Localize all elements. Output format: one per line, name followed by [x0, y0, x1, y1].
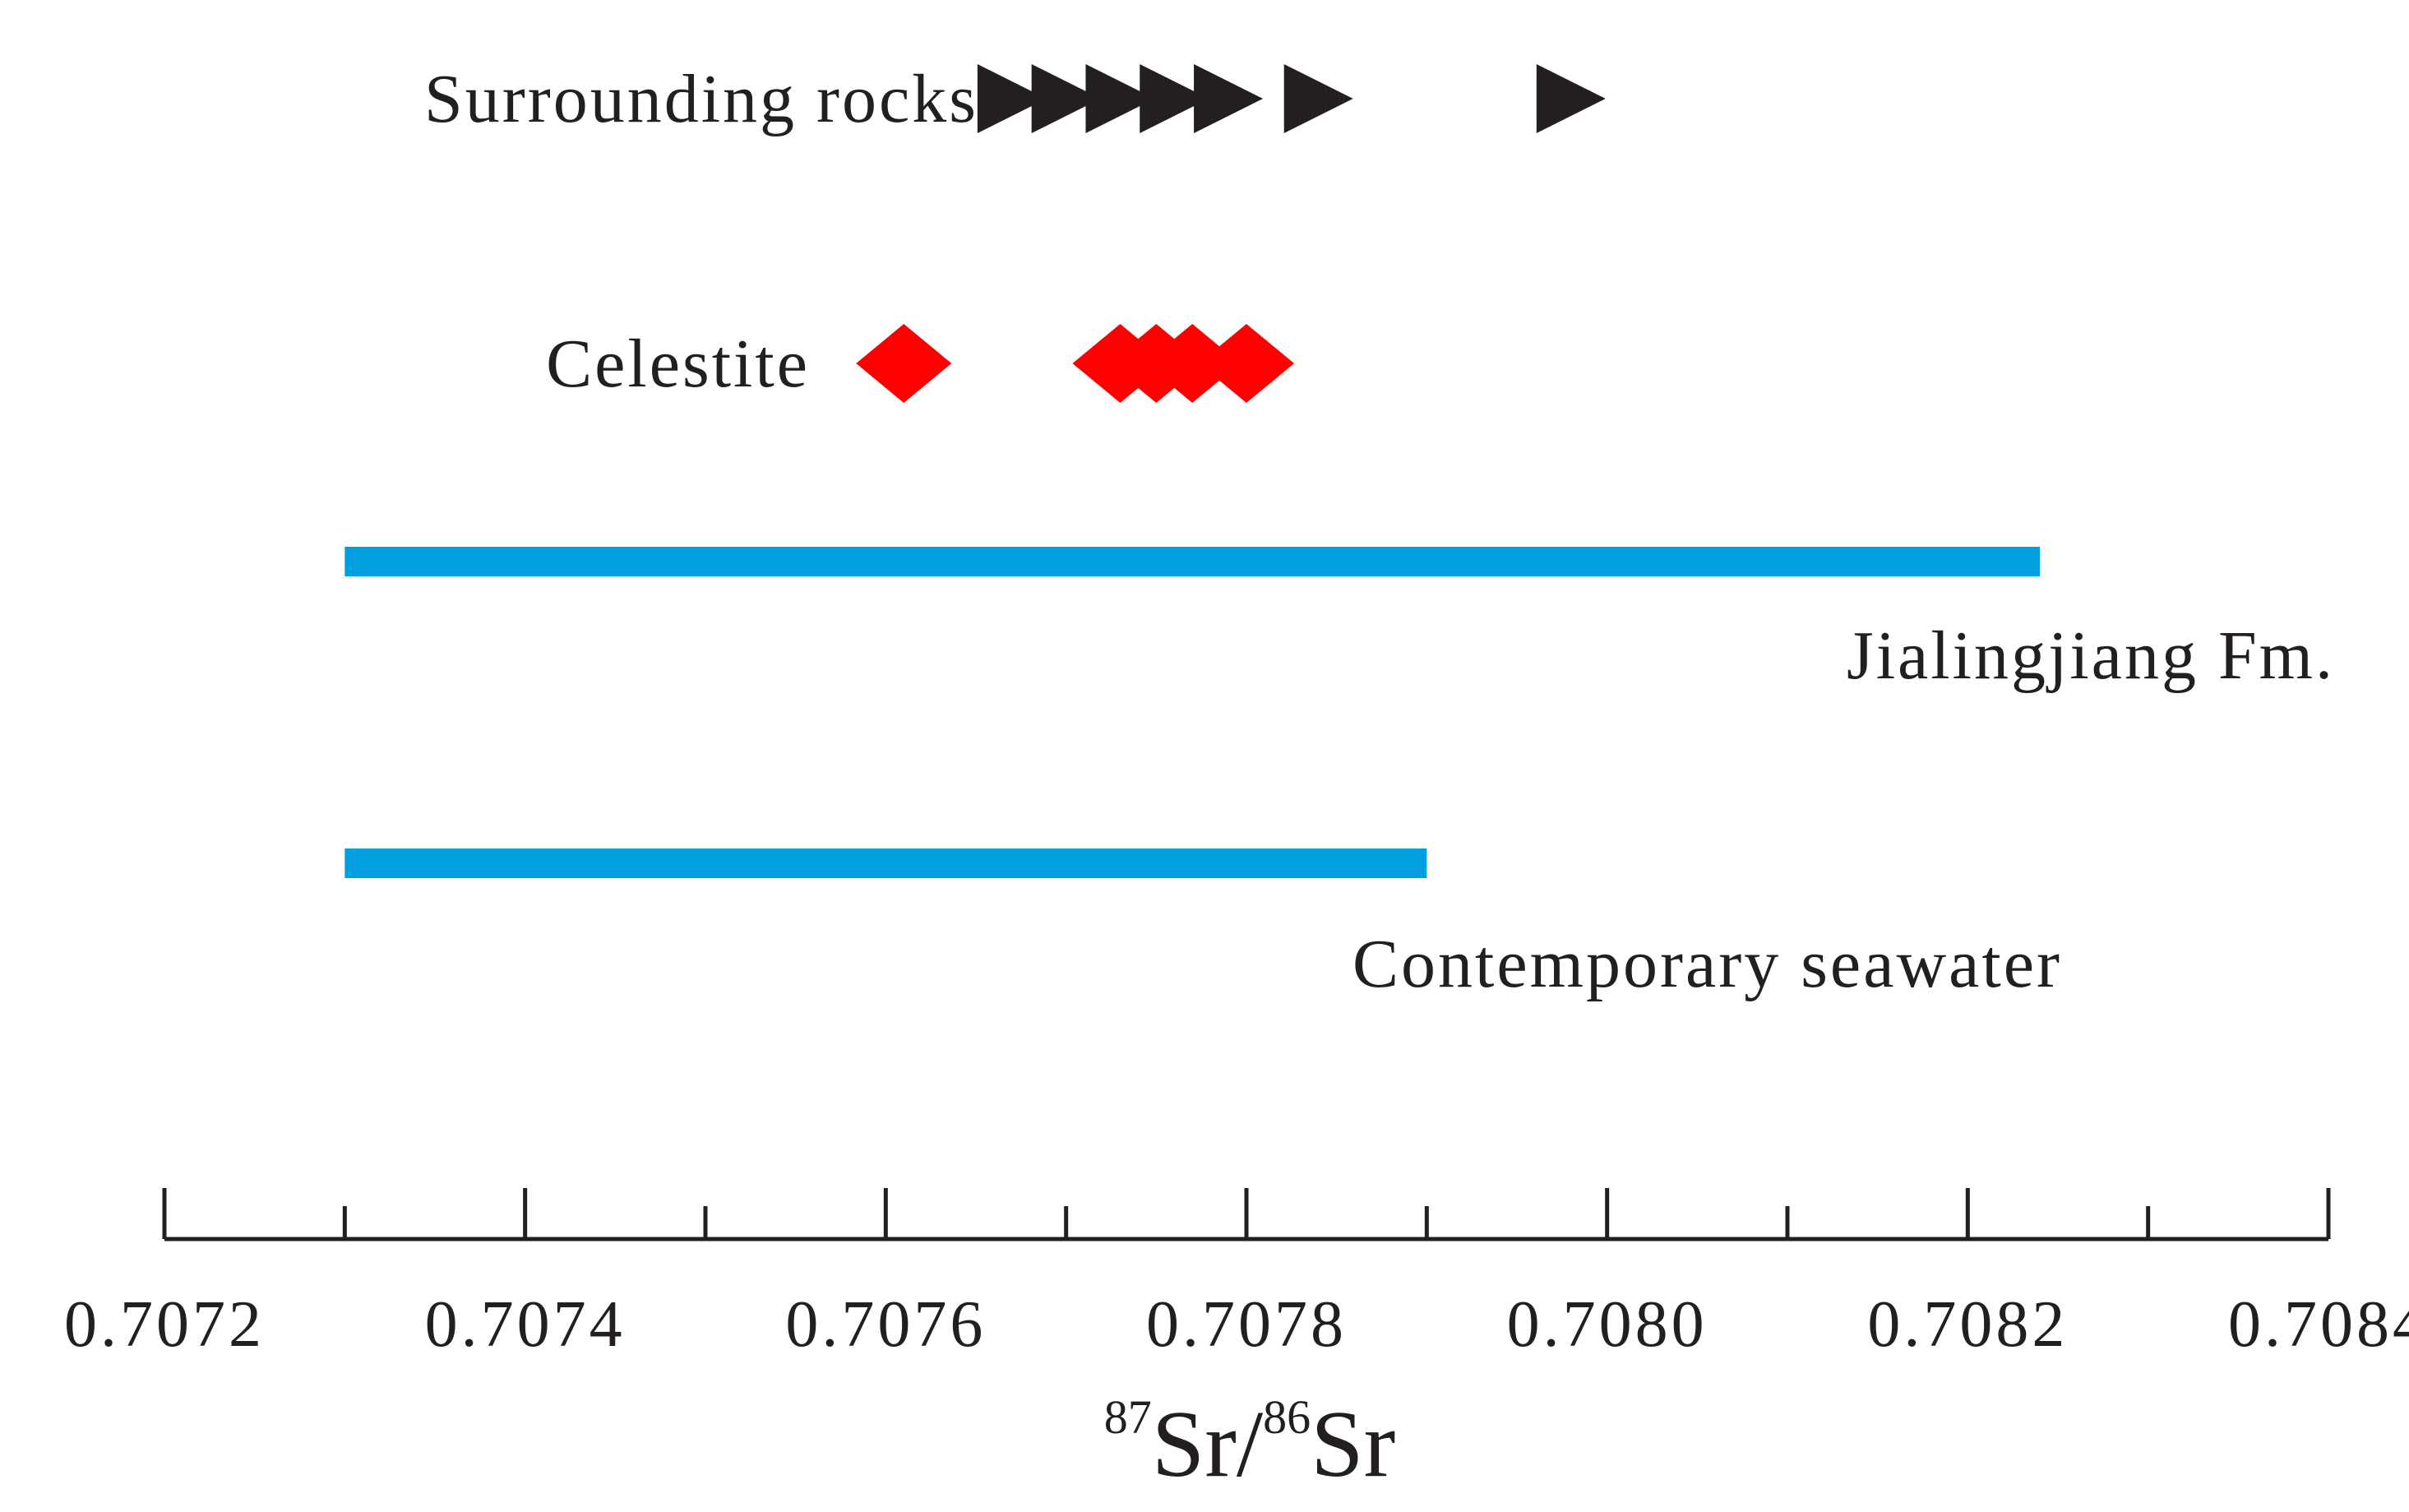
surrounding-rock-point: [1283, 64, 1353, 133]
x-tick-label: 0.7076: [785, 1288, 986, 1361]
surrounding-rock-point: [1536, 64, 1606, 133]
celestite-point: [1144, 324, 1241, 403]
x-tick-label: 0.7078: [1146, 1288, 1347, 1361]
range-label: Contemporary seawater: [1352, 926, 2062, 1002]
range-label: Jialingjiang Fm.: [1847, 617, 2335, 694]
range-bars: Jialingjiang Fm. Contemporary seawater: [344, 547, 2335, 1002]
x-axis-title-main2: Sr: [1311, 1392, 1395, 1497]
x-tick-label: 0.7084: [2228, 1288, 2409, 1361]
surrounding-rock-point: [1031, 64, 1101, 133]
celestite-point: [856, 324, 952, 403]
x-tick-label: 0.7082: [1867, 1288, 2068, 1361]
x-tick-label: 0.7080: [1507, 1288, 1708, 1361]
x-axis-title-sup1: 87: [1104, 1390, 1152, 1444]
x-axis-title-main1: Sr/: [1152, 1392, 1264, 1497]
surrounding-rock-point: [1085, 64, 1155, 133]
x-axis: 0.7072 0.7074 0.7076 0.7078 0.7080 0.7082 0.70…: [64, 1188, 2409, 1361]
x-tick-label: 0.7074: [425, 1288, 626, 1361]
surrounding-rock-point: [1140, 64, 1209, 133]
range-bar: [344, 547, 2041, 576]
series-label: Celestite: [546, 326, 810, 402]
data-series: Surrounding rocks Celestite: [424, 61, 1606, 403]
series-label: Surrounding rocks: [424, 61, 978, 137]
x-tick-label: 0.7072: [64, 1288, 265, 1361]
x-axis-title: 87Sr/86Sr: [1104, 1390, 1396, 1497]
range-bar: [344, 848, 1427, 878]
celestite-point: [1199, 324, 1294, 403]
surrounding-rock-point: [1194, 64, 1264, 133]
surrounding-rock-point: [977, 64, 1047, 133]
x-axis-title-sup2: 86: [1263, 1390, 1311, 1444]
